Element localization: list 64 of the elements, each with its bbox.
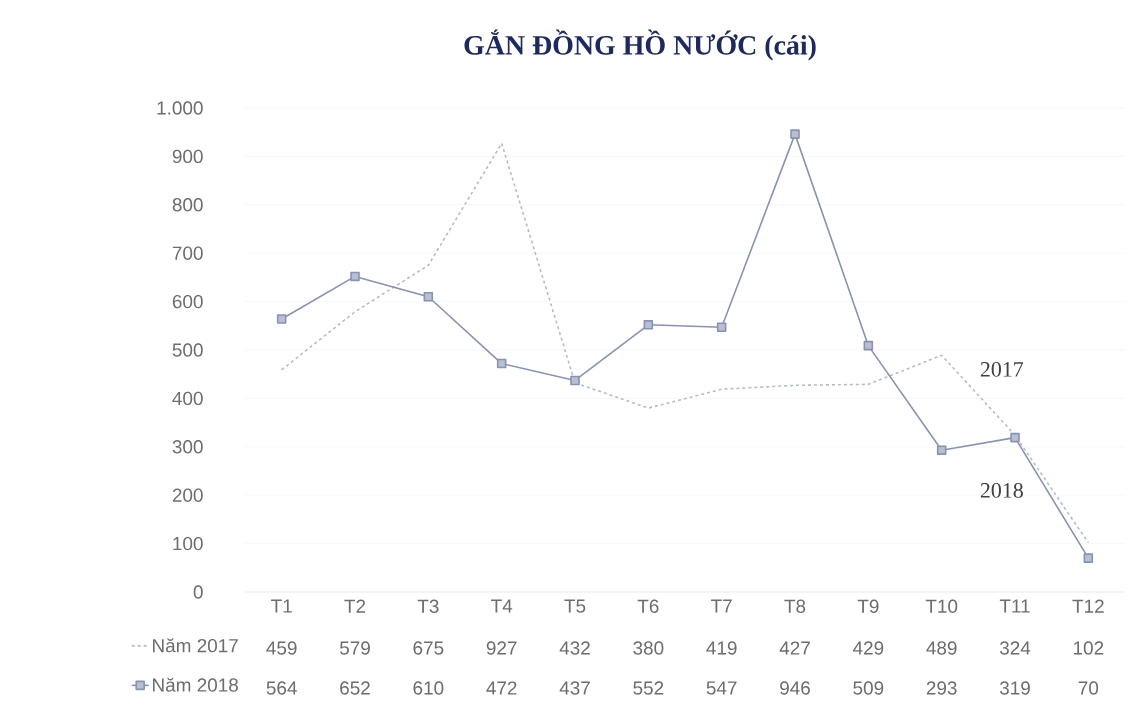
data-label: 547 bbox=[706, 681, 737, 695]
legend-label: Năm 2018 bbox=[153, 677, 238, 692]
y-tick-label: 100 bbox=[173, 536, 203, 551]
x-tick-label: T12 bbox=[1072, 599, 1104, 613]
data-label: 927 bbox=[486, 641, 517, 655]
data-label: 459 bbox=[266, 641, 297, 655]
data-label: 324 bbox=[999, 641, 1031, 655]
data-label: 675 bbox=[413, 641, 444, 655]
data-label: 380 bbox=[633, 641, 664, 655]
data-label: 419 bbox=[706, 641, 737, 655]
x-tick-label: T8 bbox=[784, 599, 806, 613]
annotation: 2018 bbox=[980, 482, 1023, 498]
point bbox=[423, 291, 434, 302]
point bbox=[643, 320, 654, 330]
point bbox=[863, 340, 874, 351]
data-label: 946 bbox=[780, 681, 810, 695]
point bbox=[1010, 432, 1020, 443]
data-label: 427 bbox=[779, 641, 810, 655]
data-label: 472 bbox=[486, 681, 517, 695]
data-label: 509 bbox=[853, 681, 884, 695]
legend-label: Năm 2017 bbox=[153, 638, 238, 653]
data-label: 319 bbox=[999, 681, 1030, 695]
y-tick-label: 900 bbox=[172, 149, 203, 164]
x-tick-label: T3 bbox=[417, 599, 439, 613]
x-tick-label: T2 bbox=[344, 599, 366, 613]
x-tick-label: T4 bbox=[491, 599, 513, 613]
data-label: 579 bbox=[339, 641, 370, 655]
point bbox=[790, 129, 800, 139]
x-tick-label: T7 bbox=[711, 599, 732, 613]
point bbox=[496, 358, 507, 369]
y-tick-label: 600 bbox=[172, 294, 203, 309]
data-label: 564 bbox=[266, 681, 297, 695]
x-tick-label: T10 bbox=[925, 599, 958, 613]
point bbox=[570, 375, 580, 386]
data-label: 70 bbox=[1078, 681, 1099, 695]
y-tick-label: 0 bbox=[193, 585, 203, 599]
data-label: 293 bbox=[926, 681, 957, 695]
x-tick-label: T11 bbox=[999, 599, 1030, 613]
point bbox=[936, 445, 947, 455]
x-tick-label: T5 bbox=[564, 599, 586, 613]
y-tick-label: 800 bbox=[172, 198, 203, 212]
y-tick-label: 400 bbox=[172, 391, 203, 406]
data-label: 610 bbox=[413, 681, 444, 695]
chart-title: GẮN ĐỒNG HỒ NƯỚC (cái) bbox=[464, 29, 816, 61]
point bbox=[350, 271, 360, 282]
x-tick-label: T1 bbox=[271, 599, 292, 613]
data-label: 432 bbox=[559, 641, 590, 655]
y-tick-label: 700 bbox=[172, 246, 203, 260]
y-tick-label: 500 bbox=[172, 343, 203, 357]
point bbox=[1083, 553, 1094, 563]
data-label: 437 bbox=[559, 681, 590, 695]
annotation: 2017 bbox=[980, 361, 1024, 377]
x-tick-label: T9 bbox=[857, 599, 879, 613]
y-tick-label: 1.000 bbox=[157, 101, 203, 115]
data-label: 552 bbox=[633, 681, 664, 695]
y-tick-label: 300 bbox=[172, 440, 203, 454]
data-label: 489 bbox=[926, 641, 957, 655]
point bbox=[276, 314, 287, 324]
x-tick-label: T6 bbox=[637, 599, 659, 613]
y-tick-label: 200 bbox=[172, 488, 203, 502]
point bbox=[716, 322, 727, 333]
data-label: 102 bbox=[1073, 641, 1104, 655]
data-label: 652 bbox=[340, 681, 370, 695]
data-label: 429 bbox=[852, 641, 884, 655]
